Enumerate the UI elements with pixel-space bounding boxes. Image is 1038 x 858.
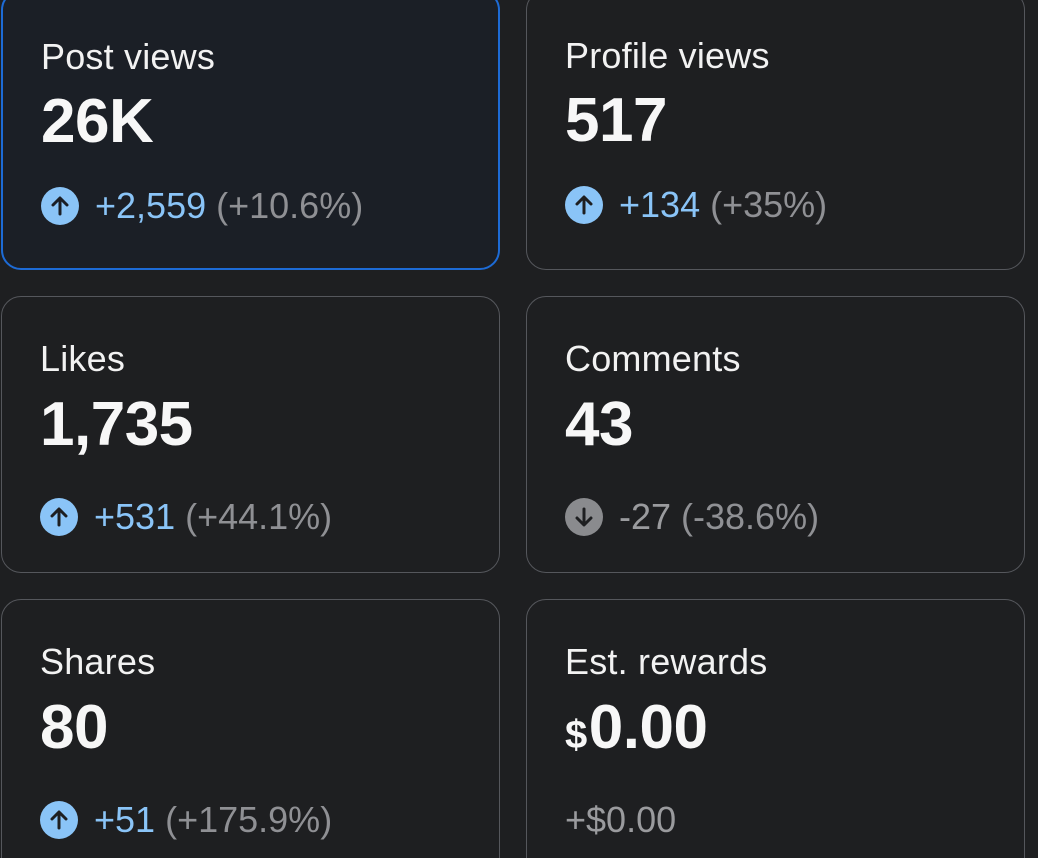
card-likes[interactable]: Likes 1,735 +531 (+44.1%) xyxy=(1,296,500,573)
card-value: $0.00 xyxy=(565,692,708,763)
card-profile-views[interactable]: Profile views 517 +134 (+35%) xyxy=(526,0,1025,270)
arrow-up-circle-icon xyxy=(565,186,603,224)
delta-percent: (+35%) xyxy=(710,184,828,225)
card-delta: +$0.00 xyxy=(565,799,676,841)
card-value: 1,735 xyxy=(40,390,193,459)
arrow-up-circle-icon xyxy=(41,187,79,225)
card-label: Profile views xyxy=(565,35,770,76)
card-value: 26K xyxy=(41,87,154,156)
card-label: Comments xyxy=(565,338,741,379)
arrow-down-circle-icon xyxy=(565,498,603,536)
card-delta: +51 (+175.9%) xyxy=(40,799,332,841)
card-value: 43 xyxy=(565,390,633,459)
arrow-up-circle-icon xyxy=(40,498,78,536)
delta-percent: (+10.6%) xyxy=(216,185,364,226)
delta-percent: (-38.6%) xyxy=(681,496,820,537)
card-comments[interactable]: Comments 43 -27 (-38.6%) xyxy=(526,296,1025,573)
card-label: Shares xyxy=(40,641,156,682)
delta-absolute: +531 xyxy=(94,496,176,537)
card-post-views[interactable]: Post views 26K +2,559 (+10.6%) xyxy=(1,0,500,270)
card-shares[interactable]: Shares 80 +51 (+175.9%) xyxy=(1,599,500,858)
delta-absolute: +51 xyxy=(94,799,156,840)
delta-absolute: +2,559 xyxy=(95,185,207,226)
card-delta: +134 (+35%) xyxy=(565,184,827,226)
card-delta: +2,559 (+10.6%) xyxy=(41,185,363,227)
card-label: Post views xyxy=(41,36,216,77)
card-delta: +531 (+44.1%) xyxy=(40,496,332,538)
card-value: 80 xyxy=(40,693,108,762)
currency-symbol: $ xyxy=(565,713,587,757)
card-value-amount: 0.00 xyxy=(588,693,708,762)
card-delta: -27 (-38.6%) xyxy=(565,496,819,538)
delta-percent: (+175.9%) xyxy=(165,799,333,840)
card-est-rewards[interactable]: Est. rewards $0.00 +$0.00 xyxy=(526,599,1025,858)
delta-absolute: +$0.00 xyxy=(565,799,677,840)
delta-percent: (+44.1%) xyxy=(185,496,333,537)
delta-absolute: +134 xyxy=(619,184,701,225)
delta-absolute: -27 xyxy=(619,496,672,537)
card-label: Likes xyxy=(40,338,126,379)
arrow-up-circle-icon xyxy=(40,801,78,839)
card-label: Est. rewards xyxy=(565,641,768,682)
card-value: 517 xyxy=(565,86,667,155)
